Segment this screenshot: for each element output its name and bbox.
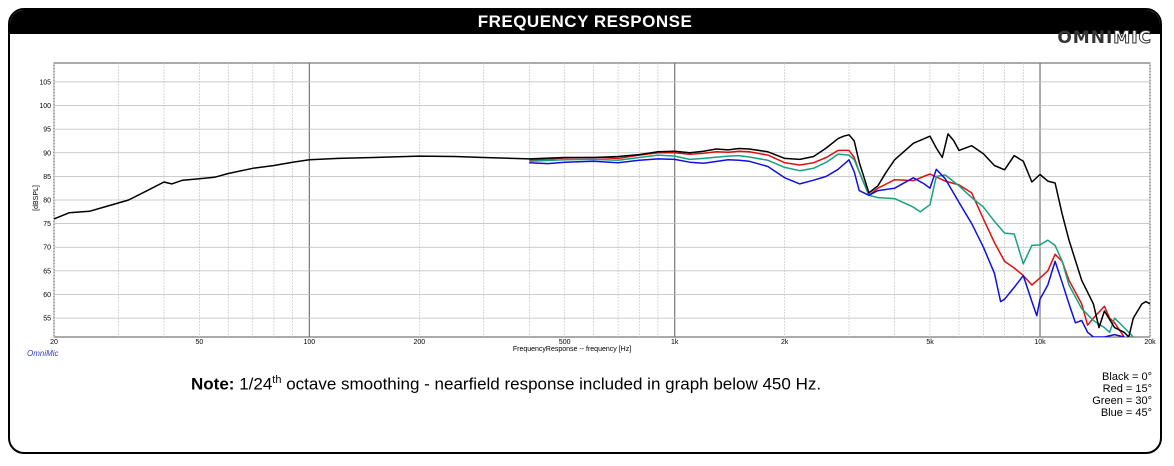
y-tick-label: 105: [39, 79, 51, 86]
y-tick-label: 55: [43, 316, 51, 323]
x-tick-label: 20k: [1144, 339, 1156, 346]
legend-item-black: Black = 0°: [1102, 371, 1152, 383]
brand-label: OmniMic: [27, 349, 59, 358]
y-tick-label: 75: [43, 221, 51, 228]
series-0deg-line: [54, 133, 1150, 337]
page-title: FREQUENCY RESPONSE: [10, 10, 1160, 34]
x-tick-label: 200: [413, 339, 425, 346]
series-45deg-line: [529, 158, 1125, 337]
y-axis-label: [dBSPL]: [33, 185, 40, 211]
y-tick-label: 95: [43, 127, 51, 134]
y-tick-label: 100: [39, 103, 51, 110]
note-post: octave smoothing - nearfield response in…: [281, 374, 822, 394]
y-tick-label: 90: [43, 150, 51, 157]
legend-item-blue: Blue = 45°: [1100, 407, 1152, 419]
note-label: Note:: [191, 374, 235, 394]
omnimic-logo: OMNIMIC: [1057, 28, 1152, 49]
y-tick-label: 85: [43, 174, 51, 181]
series-30deg-line: [529, 153, 1134, 337]
x-tick-label: 5k: [926, 339, 934, 346]
note-sup: th: [272, 374, 282, 386]
smoothing-note: Note: 1/24th octave smoothing - nearfiel…: [191, 374, 821, 395]
y-tick-label: 70: [43, 245, 51, 252]
x-tick-label: 20: [50, 339, 58, 346]
note-pre: 1/24: [239, 374, 273, 394]
x-tick-label: 1k: [671, 339, 679, 346]
x-tick-label: 50: [195, 339, 203, 346]
x-axis-label: FrequencyResponse -- frequency [Hz]: [513, 346, 631, 353]
x-tick-label: 2k: [781, 339, 789, 346]
legend-item-red: Red = 15°: [1102, 383, 1152, 395]
y-tick-label: 60: [43, 292, 51, 299]
x-tick-label: 500: [559, 339, 571, 346]
y-tick-label: 80: [43, 198, 51, 205]
legend-item-green: Green = 30°: [1092, 395, 1152, 407]
x-tick-label: 10k: [1034, 339, 1046, 346]
legend: Black = 0° Red = 15° Green = 30° Blue = …: [1092, 371, 1152, 419]
y-tick-label: 65: [43, 268, 51, 275]
x-tick-label: 100: [304, 339, 316, 346]
